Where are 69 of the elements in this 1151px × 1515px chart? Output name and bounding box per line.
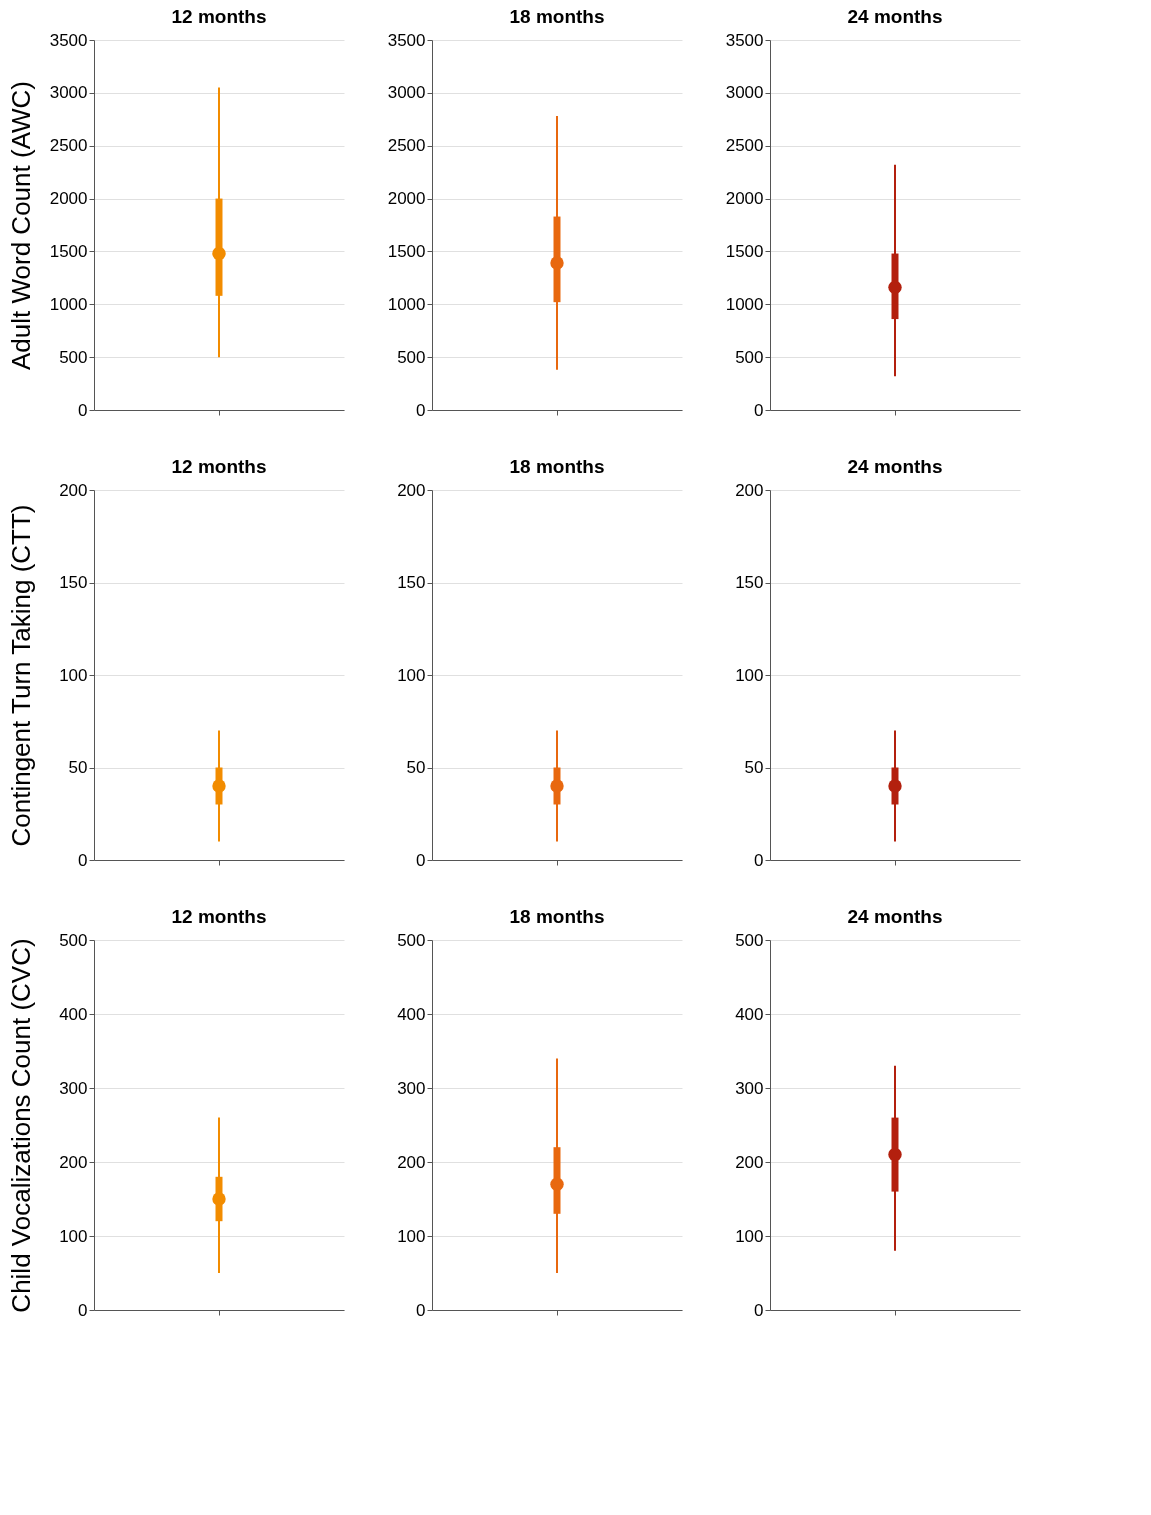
y-tick-label: 2500 [725, 136, 764, 156]
chart-title: 12 months [171, 456, 267, 477]
y-tick-label: 2000 [725, 189, 764, 209]
y-tick-label: 0 [754, 1300, 764, 1320]
chart-title: 18 months [509, 456, 605, 477]
y-tick-label: 500 [397, 347, 426, 367]
y-tick-label: 3500 [387, 30, 426, 50]
y-tick-label: 0 [78, 1300, 88, 1320]
y-tick-label: 0 [416, 1300, 426, 1320]
y-tick-label: 2000 [49, 189, 88, 209]
y-tick-label: 0 [754, 400, 764, 420]
y-tick-label: 1000 [49, 294, 88, 314]
y-tick-label: 200 [59, 480, 88, 500]
y-tick-label: 3000 [49, 83, 88, 103]
y-tick-label: 1500 [387, 241, 426, 261]
y-tick-label: 3500 [725, 30, 764, 50]
y-tick-label: 200 [59, 1152, 88, 1172]
y-tick-label: 150 [59, 573, 88, 592]
chart-title: 24 months [847, 6, 943, 27]
chart-title: 24 months [847, 456, 943, 477]
y-tick-label: 0 [416, 400, 426, 420]
y-tick-label: 500 [397, 930, 426, 950]
y-tick-label: 2500 [49, 136, 88, 156]
y-tick-label: 150 [397, 573, 426, 592]
y-tick-label: 100 [735, 665, 764, 685]
y-tick-label: 300 [397, 1078, 426, 1098]
y-tick-label: 300 [59, 1078, 88, 1098]
y-tick-label: 0 [78, 400, 88, 420]
chart-title: 18 months [509, 906, 605, 927]
y-tick-label: 100 [59, 665, 88, 685]
y-tick-label: 2500 [387, 136, 426, 156]
y-tick-label: 1000 [725, 294, 764, 314]
y-tick-label: 100 [397, 665, 426, 685]
y-tick-label: 50 [406, 758, 426, 777]
chart-title: 18 months [509, 6, 605, 27]
y-tick-label: 0 [754, 850, 764, 870]
y-tick-label: 100 [397, 1226, 426, 1246]
y-tick-label: 2000 [387, 189, 426, 209]
chart-title: 12 months [171, 906, 267, 927]
y-tick-label: 100 [59, 1226, 88, 1246]
chart-title: 24 months [847, 906, 943, 927]
y-tick-label: 1000 [387, 294, 426, 314]
y-tick-label: 100 [735, 1226, 764, 1246]
y-tick-label: 3000 [387, 83, 426, 103]
y-tick-label: 400 [59, 1004, 88, 1024]
y-axis-title: Adult Word Count (AWC) [5, 81, 36, 370]
y-tick-label: 0 [78, 850, 88, 870]
y-tick-label: 200 [735, 1152, 764, 1172]
y-axis-title: Contingent Turn Taking (CTT) [5, 504, 36, 847]
y-tick-label: 300 [735, 1078, 764, 1098]
y-tick-label: 500 [735, 930, 764, 950]
y-tick-label: 500 [59, 347, 88, 367]
y-axis-title: Child Vocalizations Count (CVC) [5, 938, 36, 1313]
y-tick-label: 1500 [49, 241, 88, 261]
y-tick-label: 200 [735, 480, 764, 500]
y-tick-label: 400 [735, 1004, 764, 1024]
y-tick-label: 200 [397, 480, 426, 500]
y-tick-label: 400 [397, 1004, 426, 1024]
y-tick-label: 3500 [49, 30, 88, 50]
y-tick-label: 500 [735, 347, 764, 367]
y-tick-label: 500 [59, 930, 88, 950]
y-tick-label: 0 [416, 850, 426, 870]
y-tick-label: 50 [68, 758, 88, 777]
y-tick-label: 3000 [725, 83, 764, 103]
chart-title: 12 months [171, 6, 267, 27]
y-tick-label: 50 [744, 758, 764, 777]
y-tick-label: 1500 [725, 241, 764, 261]
y-tick-label: 150 [735, 573, 764, 592]
y-tick-label: 200 [397, 1152, 426, 1172]
